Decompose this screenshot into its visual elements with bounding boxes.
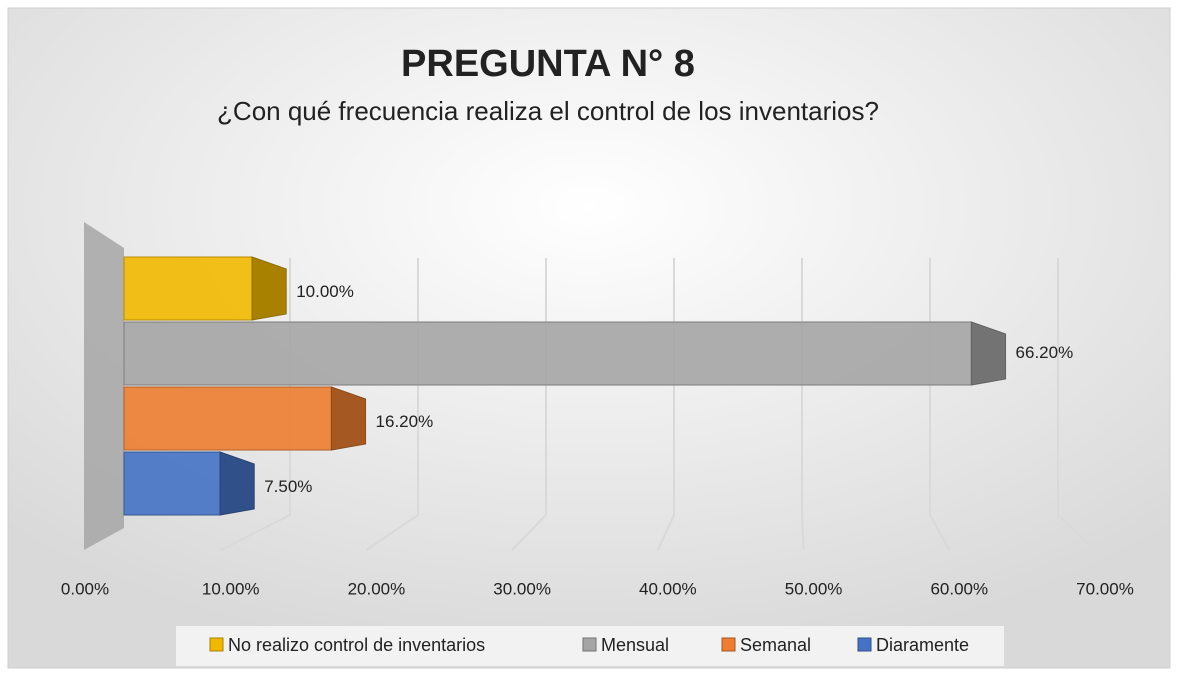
x-tick-label: 20.00% xyxy=(348,579,406,598)
legend-label: Semanal xyxy=(740,635,811,655)
x-tick-label: 70.00% xyxy=(1076,579,1134,598)
bar-side xyxy=(330,386,367,451)
data-label: 7.50% xyxy=(264,477,312,496)
legend-swatch xyxy=(209,637,224,652)
x-tick-label: 10.00% xyxy=(202,579,260,598)
legend-label: Diaramente xyxy=(876,635,969,655)
bar xyxy=(123,386,332,451)
x-tick-label: 60.00% xyxy=(930,579,988,598)
legend-swatch xyxy=(721,637,736,652)
chart-subtitle: ¿Con qué frecuencia realiza el control d… xyxy=(217,96,879,126)
back-wall xyxy=(84,222,124,550)
bar xyxy=(123,451,221,516)
data-label: 66.20% xyxy=(1016,343,1074,362)
x-tick-label: 40.00% xyxy=(639,579,697,598)
x-tick-label: 0.00% xyxy=(61,579,109,598)
legend-label: No realizo control de inventarios xyxy=(228,635,485,655)
bar-side xyxy=(251,256,287,321)
data-label: 10.00% xyxy=(296,282,354,301)
x-tick-label: 30.00% xyxy=(493,579,551,598)
bar-side xyxy=(970,321,1007,386)
bar xyxy=(123,256,253,321)
data-label: 16.20% xyxy=(376,412,434,431)
legend-swatch xyxy=(582,637,597,652)
grid-line xyxy=(1057,258,1096,551)
chart-title: PREGUNTA N° 8 xyxy=(401,43,695,85)
bar-side xyxy=(219,451,255,516)
bar xyxy=(123,321,972,386)
x-tick-label: 50.00% xyxy=(785,579,843,598)
legend-label: Mensual xyxy=(601,635,669,655)
legend-swatch xyxy=(857,637,872,652)
